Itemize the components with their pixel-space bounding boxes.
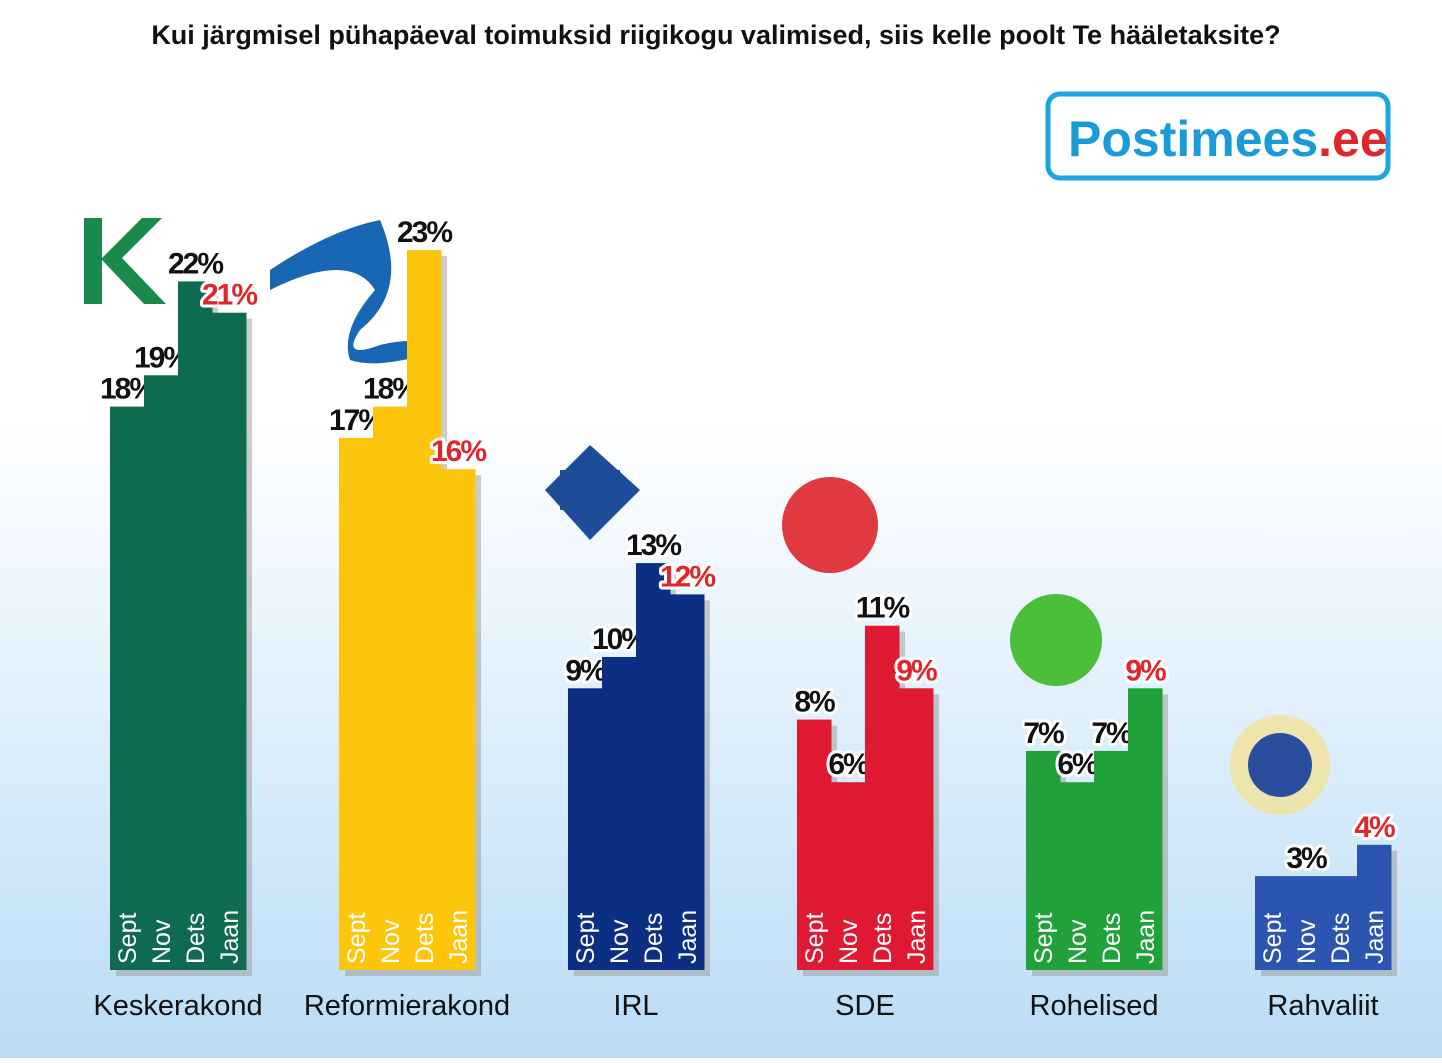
month-label: Sept [801,913,829,964]
bar [178,281,213,970]
month-label: Nov [1064,919,1092,964]
bar [865,625,900,970]
category-label: Rahvaliit [1267,990,1378,1022]
value-label: 11% [856,592,910,625]
value-label: 13% [626,529,681,562]
value-label: 3% [1286,842,1327,875]
icon-green [1010,594,1102,686]
icon-bird [270,220,440,364]
month-label: Dets [1327,913,1355,964]
category-label: Reformierakond [304,990,510,1022]
bar [636,563,671,970]
bar [1323,876,1358,970]
value-label: 4% [1354,811,1395,844]
value-label: 6% [1057,748,1098,781]
month-label: Nov [606,919,634,964]
bar [441,469,476,970]
value-label: 16% [431,435,486,468]
bar [407,250,442,971]
category-label: Keskerakond [93,990,262,1022]
bar [339,437,374,970]
bar [899,688,934,970]
bar [568,688,603,970]
value-label: 22% [168,247,223,280]
logo-text: Postimees.ee [1068,111,1388,167]
value-label: 6% [828,748,869,781]
month-label: Sept [1259,913,1287,964]
icon-flower [1248,733,1312,797]
value-label: 9% [896,654,937,687]
month-label: Sept [114,913,142,964]
bar [831,782,866,970]
month-label: Jaan [445,910,473,964]
bar [373,406,408,971]
value-label: 21% [202,279,257,312]
bar [1026,750,1061,970]
bar [212,312,247,970]
value-label: 7% [1023,717,1064,750]
chart-title: Kui järgmisel pühapäeval toimuksid riigi… [151,20,1280,50]
month-label: Nov [1293,919,1321,964]
month-label: Nov [148,919,176,964]
month-label: Dets [411,913,439,964]
bar [602,657,637,970]
value-label: 23% [397,216,452,249]
month-label: Nov [835,919,863,964]
bar [1289,876,1324,970]
value-label: 7% [1091,717,1132,750]
category-label: SDE [835,990,895,1022]
category-label: IRL [613,990,658,1022]
bar [1255,876,1290,970]
month-label: Jaan [1132,910,1160,964]
bar [797,719,832,970]
month-label: Nov [377,919,405,964]
month-label: Jaan [674,910,702,964]
value-label: 9% [1125,654,1166,687]
value-label: 9% [565,654,606,687]
month-label: Jaan [903,910,931,964]
bar [1094,750,1129,970]
icon-rose [782,477,878,573]
bar [670,594,705,970]
month-label: Sept [572,913,600,964]
value-label: 8% [794,686,835,719]
month-label: Jaan [216,910,244,964]
value-label: 12% [660,560,715,593]
party-icons [84,218,1330,815]
month-label: Jaan [1361,910,1389,964]
month-label: Dets [1098,913,1126,964]
bar [144,375,179,970]
month-label: Sept [343,913,371,964]
month-label: Sept [1030,913,1058,964]
logo-frame [1045,91,1391,181]
icon-star [545,445,640,540]
logo: Postimees.ee [1045,91,1391,181]
bar [1060,782,1095,970]
icon-k [84,218,166,304]
month-label: Dets [869,913,897,964]
bar [1357,844,1392,970]
category-label: Rohelised [1030,990,1159,1022]
month-label: Dets [640,913,668,964]
bar [1128,688,1163,970]
bar [110,406,145,971]
month-label: Dets [182,913,210,964]
